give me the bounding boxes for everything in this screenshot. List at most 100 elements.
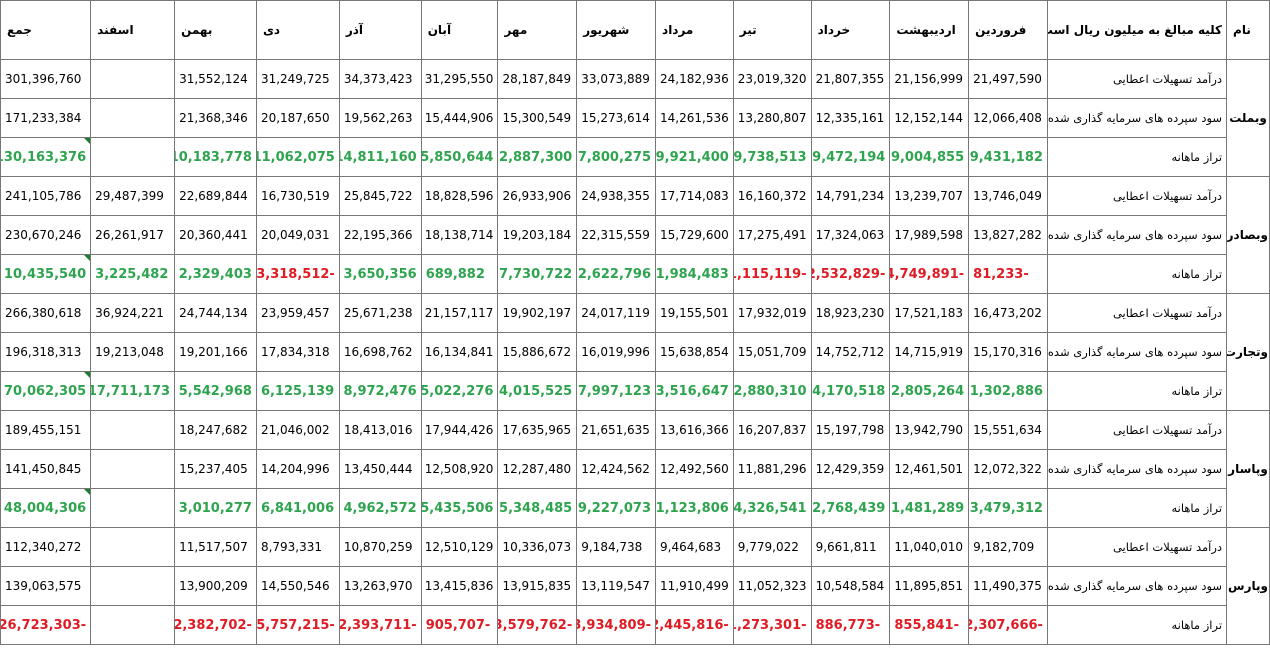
table-row: سود سپرده های سرمایه گذاری شده 12,072,322… xyxy=(0,449,1270,489)
value-cell: -2,382,702 xyxy=(174,605,257,645)
value-cell: 21,046,002 xyxy=(255,410,340,450)
table-row: تراز ماهانه -2,307,666 -855,841 -886,773 -1,… xyxy=(0,605,1270,645)
value-cell: 20,187,650 xyxy=(255,98,340,138)
value-cell: 17,714,083 xyxy=(655,176,734,216)
table-row: وپاسار درآمد تسهیلات اعطایی 15,551,634 13,9… xyxy=(0,410,1270,528)
total-cell: 171,233,384 xyxy=(0,98,92,138)
value-cell: 12,492,560 xyxy=(655,449,734,489)
value-cell: 16,019,996 xyxy=(576,332,657,372)
value-cell: 21,497,590 xyxy=(968,59,1048,99)
value-cell: 7,997,123 xyxy=(576,371,657,411)
value-cell: 1,481,289 xyxy=(889,488,970,528)
total-cell: -26,723,303 xyxy=(0,605,92,645)
row-label-income: درآمد تسهیلات اعطایی xyxy=(1046,527,1228,567)
total-cell: 112,340,272 xyxy=(0,527,92,567)
table-row: تراز ماهانه 9,431,182 9,004,855 9,472,194 9,… xyxy=(0,137,1270,177)
value-cell: 13,616,366 xyxy=(655,410,734,450)
value-cell: 13,119,547 xyxy=(576,566,657,606)
row-label-balance: تراز ماهانه xyxy=(1046,605,1228,645)
value-cell: -1,115,119 xyxy=(732,254,812,294)
bank-name-cell: وتجارت xyxy=(1226,293,1270,411)
row-label-income: درآمد تسهیلات اعطایی xyxy=(1046,410,1228,450)
value-cell: 2,880,310 xyxy=(732,371,812,411)
total-cell: 241,105,786 xyxy=(0,176,92,216)
value-cell: -905,707 xyxy=(420,605,499,645)
value-cell: 15,638,854 xyxy=(655,332,734,372)
value-cell: 4,170,518 xyxy=(810,371,891,411)
table-row: سود سپرده های سرمایه گذاری شده 12,066,408… xyxy=(0,98,1270,138)
value-cell: 13,415,836 xyxy=(420,566,499,606)
total-cell: 189,455,151 xyxy=(0,410,92,450)
row-label-interest: سود سپرده های سرمایه گذاری شده xyxy=(1046,98,1228,138)
value-cell: 9,227,073 xyxy=(576,488,657,528)
value-cell: 12,072,322 xyxy=(968,449,1048,489)
value-cell: 18,828,596 xyxy=(420,176,499,216)
table-row: وبملت درآمد تسهیلات اعطایی 21,497,590 21,15… xyxy=(0,59,1270,177)
header-month: خرداد xyxy=(810,0,891,60)
bank-name-cell: وبصادر xyxy=(1226,176,1270,294)
value-cell: 12,066,408 xyxy=(968,98,1048,138)
value-cell: 11,910,499 xyxy=(655,566,734,606)
header-month: اسفند xyxy=(90,0,176,60)
value-cell: -4,749,891 xyxy=(889,254,970,294)
value-cell: -886,773 xyxy=(810,605,891,645)
value-cell: 17,932,019 xyxy=(732,293,812,333)
value-cell: 15,300,549 xyxy=(497,98,578,138)
table-row: وبصادر درآمد تسهیلات اعطایی 13,746,049 13,2… xyxy=(0,176,1270,294)
value-cell: 26,261,917 xyxy=(90,215,176,255)
value-cell: 17,989,598 xyxy=(889,215,970,255)
value-cell: 10,183,778 xyxy=(174,137,257,177)
bank-name-cell: وپاسار xyxy=(1226,410,1270,528)
value-cell: 24,182,936 xyxy=(655,59,734,99)
value-cell: -2,307,666 xyxy=(968,605,1048,645)
value-cell: 11,881,296 xyxy=(732,449,812,489)
value-cell: 3,225,482 xyxy=(90,254,176,294)
value-cell: 9,431,182 xyxy=(968,137,1048,177)
value-cell: -1,273,301 xyxy=(732,605,812,645)
value-cell: 1,984,483 xyxy=(655,254,734,294)
value-cell: 4,015,525 xyxy=(497,371,578,411)
header-total: جمع xyxy=(0,0,92,60)
value-cell: 13,915,835 xyxy=(497,566,578,606)
value-cell: 21,651,635 xyxy=(576,410,657,450)
value-cell: 21,156,999 xyxy=(889,59,970,99)
table-row: وتجارت درآمد تسهیلات اعطایی 16,473,202 17,5… xyxy=(0,293,1270,411)
total-cell: 196,318,313 xyxy=(0,332,92,372)
value-cell: 14,715,919 xyxy=(889,332,970,372)
total-cell: 301,396,760 xyxy=(0,59,92,99)
value-cell: 12,424,562 xyxy=(576,449,657,489)
row-label-balance: تراز ماهانه xyxy=(1046,371,1228,411)
value-cell: 4,962,572 xyxy=(338,488,422,528)
header-row: نام کلیه مبالغ به میلیون ریال است فروردی… xyxy=(0,0,1270,60)
value-cell: 12,287,480 xyxy=(497,449,578,489)
value-cell: 16,207,837 xyxy=(732,410,812,450)
value-cell: 25,671,238 xyxy=(338,293,422,333)
value-cell: 14,261,536 xyxy=(655,98,734,138)
row-label-balance: تراز ماهانه xyxy=(1046,254,1228,294)
value-cell xyxy=(90,98,176,138)
header-month: تیر xyxy=(732,0,812,60)
value-cell: 14,204,996 xyxy=(255,449,340,489)
value-cell: 3,479,312 xyxy=(968,488,1048,528)
value-cell: 5,542,968 xyxy=(174,371,257,411)
total-cell: 70,062,305 xyxy=(0,371,92,411)
value-cell: 11,040,010 xyxy=(889,527,970,567)
value-cell: 2,768,439 xyxy=(810,488,891,528)
value-cell: 13,280,807 xyxy=(732,98,812,138)
header-month: آبان xyxy=(420,0,499,60)
value-cell: 17,944,426 xyxy=(420,410,499,450)
value-cell: 19,213,048 xyxy=(90,332,176,372)
value-cell: 19,902,197 xyxy=(497,293,578,333)
value-cell: 21,157,117 xyxy=(420,293,499,333)
header-month: اردیبهشت xyxy=(889,0,970,60)
total-cell: 266,380,618 xyxy=(0,293,92,333)
value-cell: 17,711,173 xyxy=(90,371,176,411)
row-label-interest: سود سپرده های سرمایه گذاری شده xyxy=(1046,332,1228,372)
value-cell: 13,827,282 xyxy=(968,215,1048,255)
row-label-balance: تراز ماهانه xyxy=(1046,137,1228,177)
value-cell: 17,521,183 xyxy=(889,293,970,333)
value-cell: -855,841 xyxy=(889,605,970,645)
value-cell: 16,160,372 xyxy=(732,176,812,216)
header-month: مهر xyxy=(497,0,578,60)
value-cell: 3,010,277 xyxy=(174,488,257,528)
